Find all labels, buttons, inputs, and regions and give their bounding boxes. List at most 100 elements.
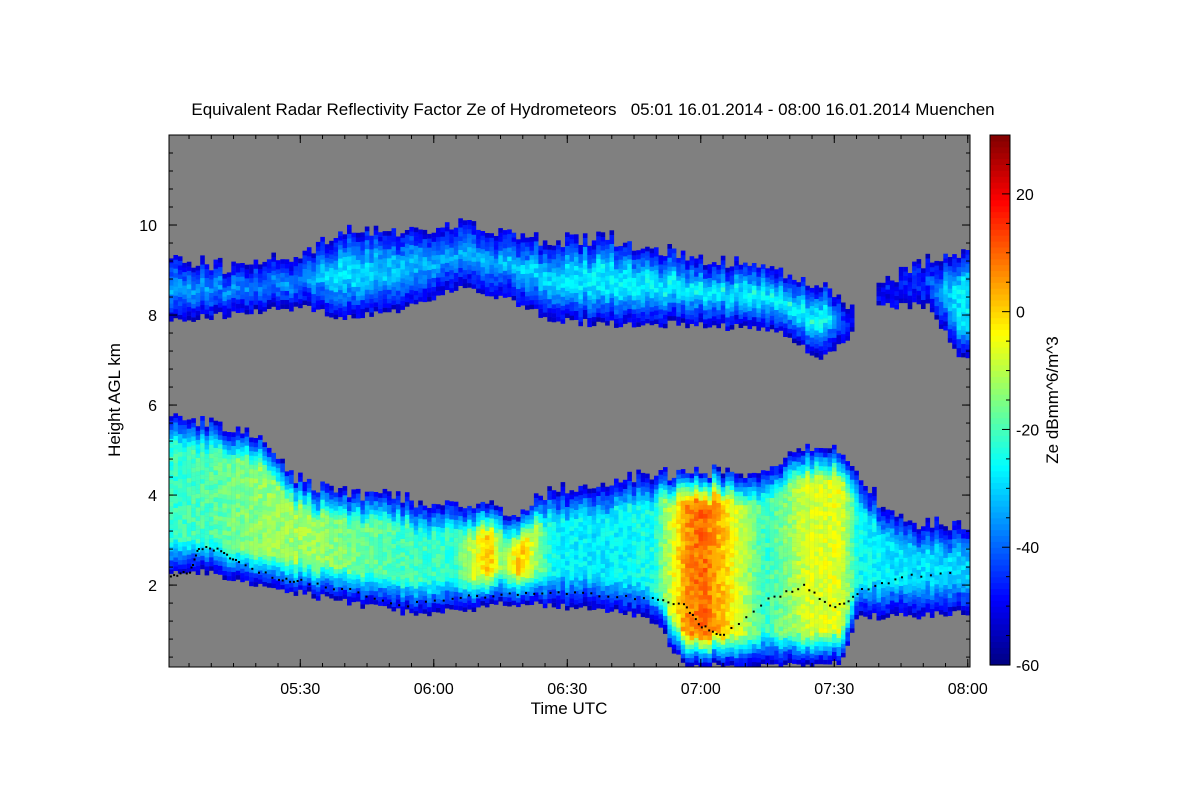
reflectivity-cell bbox=[458, 596, 463, 602]
reflectivity-cell bbox=[355, 268, 361, 274]
reflectivity-cell bbox=[280, 508, 285, 513]
reflectivity-cell bbox=[484, 526, 490, 531]
reflectivity-cell bbox=[400, 520, 405, 526]
reflectivity-cell bbox=[489, 518, 494, 523]
reflectivity-cell bbox=[551, 539, 557, 545]
reflectivity-cell bbox=[373, 564, 379, 569]
reflectivity-cell bbox=[177, 510, 183, 516]
reflectivity-cell bbox=[418, 541, 423, 546]
reflectivity-cell bbox=[391, 575, 397, 580]
reflectivity-cell bbox=[209, 283, 214, 289]
reflectivity-cell bbox=[249, 300, 254, 306]
reflectivity-cell bbox=[387, 581, 392, 586]
reflectivity-cell bbox=[800, 331, 806, 336]
reflectivity-cell bbox=[409, 231, 414, 237]
reflectivity-cell bbox=[315, 569, 321, 574]
reflectivity-cell bbox=[560, 287, 566, 293]
reflectivity-cell bbox=[551, 259, 557, 264]
reflectivity-cell bbox=[547, 526, 552, 532]
reflectivity-cell bbox=[266, 551, 272, 557]
reflectivity-cell bbox=[191, 458, 196, 464]
reflectivity-cell bbox=[654, 251, 659, 257]
reflectivity-cell bbox=[493, 591, 499, 596]
reflectivity-cell bbox=[364, 527, 370, 533]
reflectivity-cell bbox=[302, 481, 308, 487]
reflectivity-cell bbox=[226, 463, 232, 469]
reflectivity-cell bbox=[560, 296, 566, 302]
reflectivity-cell bbox=[177, 429, 183, 435]
reflectivity-cell bbox=[618, 304, 624, 310]
reflectivity-cell bbox=[484, 521, 490, 527]
reflectivity-cell bbox=[302, 490, 308, 496]
reflectivity-cell bbox=[253, 487, 259, 493]
reflectivity-cell bbox=[907, 295, 913, 301]
reflectivity-cell bbox=[556, 240, 561, 245]
reflectivity-cell bbox=[525, 578, 530, 583]
reflectivity-cell bbox=[391, 566, 397, 571]
reflectivity-cell bbox=[511, 542, 517, 547]
reflectivity-cell bbox=[436, 241, 441, 247]
reflectivity-cell bbox=[507, 260, 512, 266]
reflectivity-cell bbox=[311, 589, 316, 595]
reflectivity-cell bbox=[351, 498, 356, 504]
reflectivity-cell bbox=[529, 537, 535, 542]
reflectivity-cell bbox=[169, 506, 174, 511]
reflectivity-cell bbox=[169, 465, 174, 471]
reflectivity-cell bbox=[729, 284, 735, 290]
reflectivity-cell bbox=[480, 582, 486, 588]
reflectivity-cell bbox=[560, 540, 566, 546]
reflectivity-cell bbox=[827, 288, 833, 294]
reflectivity-cell bbox=[925, 280, 931, 286]
reflectivity-cell bbox=[458, 533, 463, 539]
reflectivity-cell bbox=[467, 519, 472, 525]
reflectivity-cell bbox=[493, 523, 499, 529]
reflectivity-cell bbox=[182, 262, 187, 268]
reflectivity-cell bbox=[471, 225, 477, 231]
reflectivity-cell bbox=[929, 289, 935, 295]
reflectivity-cell bbox=[965, 353, 971, 359]
reflectivity-cell bbox=[627, 304, 632, 309]
reflectivity-cell bbox=[240, 496, 245, 502]
reflectivity-cell bbox=[805, 344, 810, 349]
reflectivity-cell bbox=[387, 231, 392, 236]
reflectivity-cell bbox=[351, 579, 356, 585]
reflectivity-cell bbox=[364, 563, 370, 569]
reflectivity-cell bbox=[364, 303, 370, 308]
reflectivity-cell bbox=[703, 310, 708, 315]
reflectivity-cell bbox=[574, 234, 579, 239]
reflectivity-cell bbox=[177, 515, 183, 520]
reflectivity-cell bbox=[213, 492, 219, 498]
reflectivity-cell bbox=[422, 243, 428, 249]
reflectivity-cell bbox=[173, 512, 178, 517]
reflectivity-cell bbox=[453, 537, 459, 543]
reflectivity-cell bbox=[805, 290, 810, 295]
reflectivity-cell bbox=[311, 539, 316, 545]
reflectivity-cell bbox=[489, 255, 494, 261]
reflectivity-cell bbox=[556, 285, 561, 290]
reflectivity-cell bbox=[520, 296, 526, 301]
reflectivity-cell bbox=[338, 564, 343, 570]
reflectivity-cell bbox=[453, 510, 459, 516]
reflectivity-cell bbox=[333, 242, 339, 248]
reflectivity-cell bbox=[413, 241, 419, 246]
reflectivity-cell bbox=[551, 503, 557, 509]
reflectivity-cell bbox=[200, 447, 205, 453]
reflectivity-cell bbox=[676, 321, 681, 326]
reflectivity-cell bbox=[818, 328, 824, 333]
reflectivity-cell bbox=[961, 280, 966, 286]
reflectivity-cell bbox=[525, 305, 530, 310]
reflectivity-cell bbox=[533, 281, 539, 287]
reflectivity-cell bbox=[582, 246, 588, 252]
reflectivity-cell bbox=[493, 285, 499, 291]
reflectivity-cell bbox=[525, 596, 530, 601]
reflectivity-cell bbox=[173, 480, 178, 486]
reflectivity-cell bbox=[244, 450, 250, 455]
reflectivity-cell bbox=[663, 292, 668, 297]
reflectivity-cell bbox=[489, 572, 494, 577]
reflectivity-cell bbox=[618, 277, 624, 283]
reflectivity-cell bbox=[195, 430, 201, 436]
reflectivity-cell bbox=[409, 550, 414, 555]
reflectivity-cell bbox=[249, 455, 254, 461]
reflectivity-cell bbox=[952, 294, 957, 300]
reflectivity-cell bbox=[182, 519, 187, 524]
